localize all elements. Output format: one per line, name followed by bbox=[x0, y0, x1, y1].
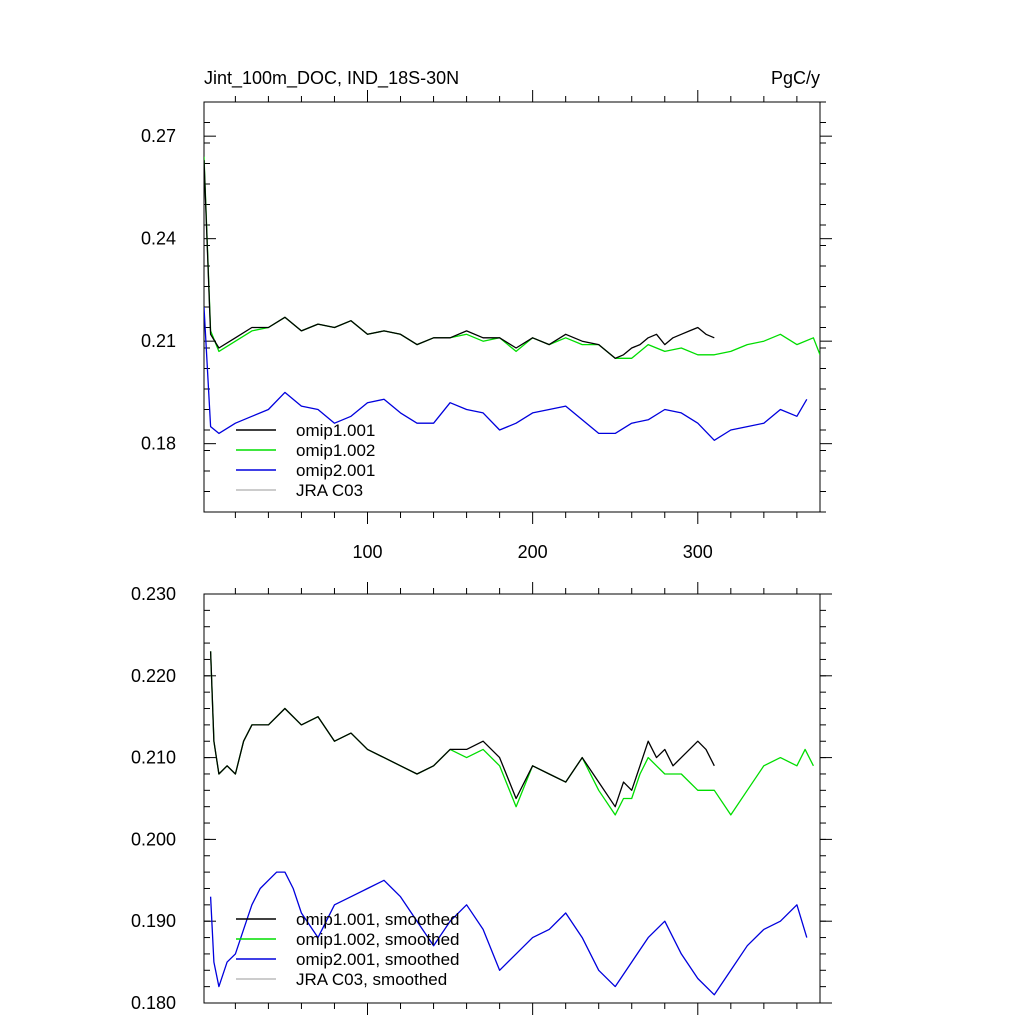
bottom-panel: 0.180 0.190 0.200 0.210 0.220 0.230 omip1.001,… bbox=[131, 582, 832, 1015]
legend-label: omip2.001, smoothed bbox=[296, 950, 460, 969]
y-tick-label: 0.190 bbox=[131, 911, 176, 931]
series-line-omip2-001-smoothed bbox=[209, 871, 808, 996]
y-tick-label: 0.24 bbox=[141, 229, 176, 249]
legend-label: omip1.001, smoothed bbox=[296, 910, 460, 929]
series-line-omip1-002-smoothed bbox=[209, 651, 814, 816]
chart-title: Jint_100m_DOC, IND_18S-30N bbox=[204, 68, 459, 89]
series-line-omip1-001-smoothed bbox=[209, 651, 715, 808]
series-line-omip2-001 bbox=[204, 306, 808, 441]
legend-label: JRA C03, smoothed bbox=[296, 970, 447, 989]
y-tick-label: 0.210 bbox=[131, 748, 176, 768]
chart-units: PgC/y bbox=[771, 68, 820, 88]
y-tick-label: 0.27 bbox=[141, 126, 176, 146]
y-tick-label: 0.21 bbox=[141, 331, 176, 351]
y-tick-label: 0.180 bbox=[131, 993, 176, 1013]
legend-label: omip2.001 bbox=[296, 461, 375, 480]
x-tick-label: 200 bbox=[518, 542, 548, 562]
plot-frame bbox=[203, 593, 821, 1004]
y-tick-label: 0.230 bbox=[131, 584, 176, 604]
y-tick-label: 0.220 bbox=[131, 666, 176, 686]
x-tick-label: 100 bbox=[352, 542, 382, 562]
legend-label: JRA C03 bbox=[296, 481, 363, 500]
y-tick-label: 0.200 bbox=[131, 829, 176, 849]
y-tick-label: 0.18 bbox=[141, 434, 176, 454]
top-panel: 0.18 0.21 0.24 0.27 100 200 300 Jint_100m_DOC, … bbox=[141, 68, 832, 562]
legend-label: omip1.001 bbox=[296, 421, 375, 440]
legend-label: omip1.002, smoothed bbox=[296, 930, 460, 949]
legend-label: omip1.002 bbox=[296, 441, 375, 460]
series-line-omip1-002 bbox=[204, 156, 820, 359]
series-line-omip1-001 bbox=[204, 160, 715, 359]
x-tick-label: 300 bbox=[683, 542, 713, 562]
